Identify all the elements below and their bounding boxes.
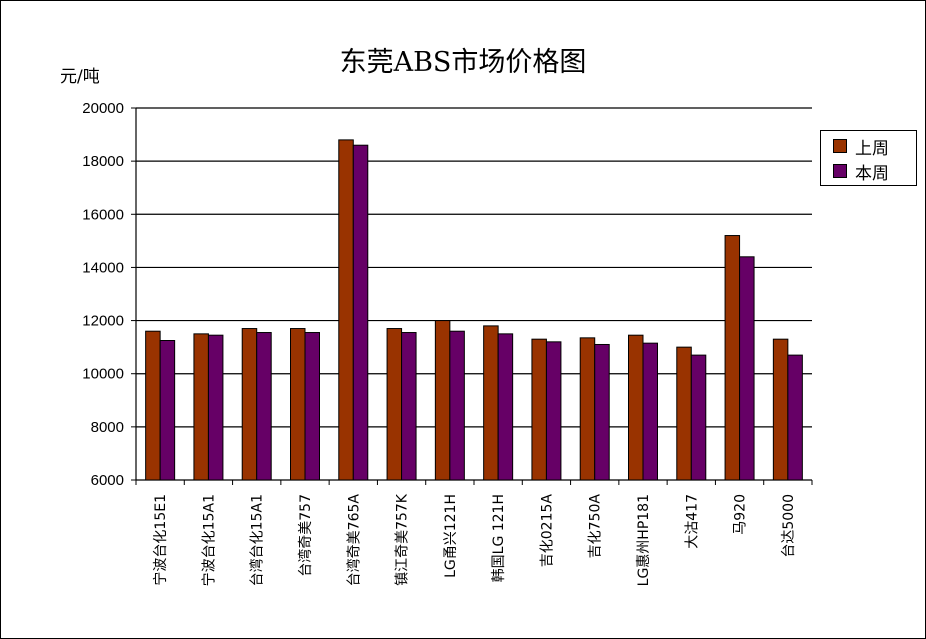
legend-label-last-week: 上周 <box>855 138 889 159</box>
y-tick-label: 18000 <box>82 153 124 170</box>
legend-label-this-week: 本周 <box>855 163 889 184</box>
bar-this-week <box>642 342 658 481</box>
legend-swatch-last-week <box>833 139 847 153</box>
bar-last-week <box>193 333 209 481</box>
bar-this-week <box>497 333 514 481</box>
legend-item-this-week: 本周 <box>833 160 889 184</box>
bar-this-week <box>739 256 755 481</box>
legend: 上周 本周 <box>820 130 917 186</box>
bar-last-week <box>145 330 161 481</box>
y-tick-label: 12000 <box>82 313 124 330</box>
y-tick-label: 10000 <box>82 366 124 383</box>
bar-last-week <box>290 328 306 481</box>
x-tick-label: 宁波台化15E1 <box>152 494 169 586</box>
bar-last-week <box>724 235 741 481</box>
bar-this-week <box>594 343 610 481</box>
y-tick-label: 16000 <box>82 206 124 223</box>
x-tick-label: 台湾台化15A1 <box>249 494 266 586</box>
bar-this-week <box>449 330 465 481</box>
x-tick-label: 台湾奇美757 <box>297 494 314 577</box>
bar-this-week <box>159 340 176 481</box>
x-tick-label: 吉化750A <box>588 494 604 559</box>
bar-this-week <box>304 332 320 481</box>
x-tick-label: LG惠州HP181 <box>636 494 652 586</box>
x-tick-label: 宁波台化15A1 <box>200 494 217 586</box>
y-tick-label: 6000 <box>91 472 124 489</box>
bar-last-week <box>483 325 499 481</box>
x-tick-label: 吉化0215A <box>539 494 555 568</box>
chart-title: 东莞ABS市场价格图 <box>339 47 587 78</box>
legend-item-last-week: 上周 <box>833 135 889 159</box>
bar-last-week <box>772 338 789 481</box>
x-tick-label: 镇江奇美757K <box>394 493 411 586</box>
y-tick-label: 14000 <box>82 259 124 276</box>
bar-this-week <box>787 354 803 481</box>
bar-this-week <box>256 332 272 481</box>
bar-last-week <box>628 334 644 481</box>
bar-last-week <box>338 139 354 481</box>
y-axis-label: 元/吨 <box>60 67 100 87</box>
bar-this-week <box>352 144 369 481</box>
bar-last-week <box>386 328 403 481</box>
bar-last-week <box>676 346 692 481</box>
bar-this-week <box>545 341 562 481</box>
bar-last-week <box>579 337 596 481</box>
bar-last-week <box>241 328 258 481</box>
bar-this-week <box>401 332 417 481</box>
y-tick-label: 20000 <box>82 100 124 117</box>
bar-this-week <box>207 334 224 481</box>
x-tick-label: 台湾奇美765A <box>345 494 362 587</box>
bar-last-week <box>531 338 547 481</box>
bar-last-week <box>434 320 451 481</box>
x-tick-label: 台达5000 <box>781 494 797 558</box>
x-tick-label: LG甬兴121H <box>443 494 459 578</box>
x-tick-label: 大沽417 <box>684 494 700 549</box>
x-tick-label: 马920 <box>733 494 749 535</box>
y-tick-label: 8000 <box>91 419 124 436</box>
bar-this-week <box>690 354 707 481</box>
x-tick-label: 韩国LG 121H <box>491 494 507 582</box>
legend-swatch-this-week <box>833 164 847 178</box>
